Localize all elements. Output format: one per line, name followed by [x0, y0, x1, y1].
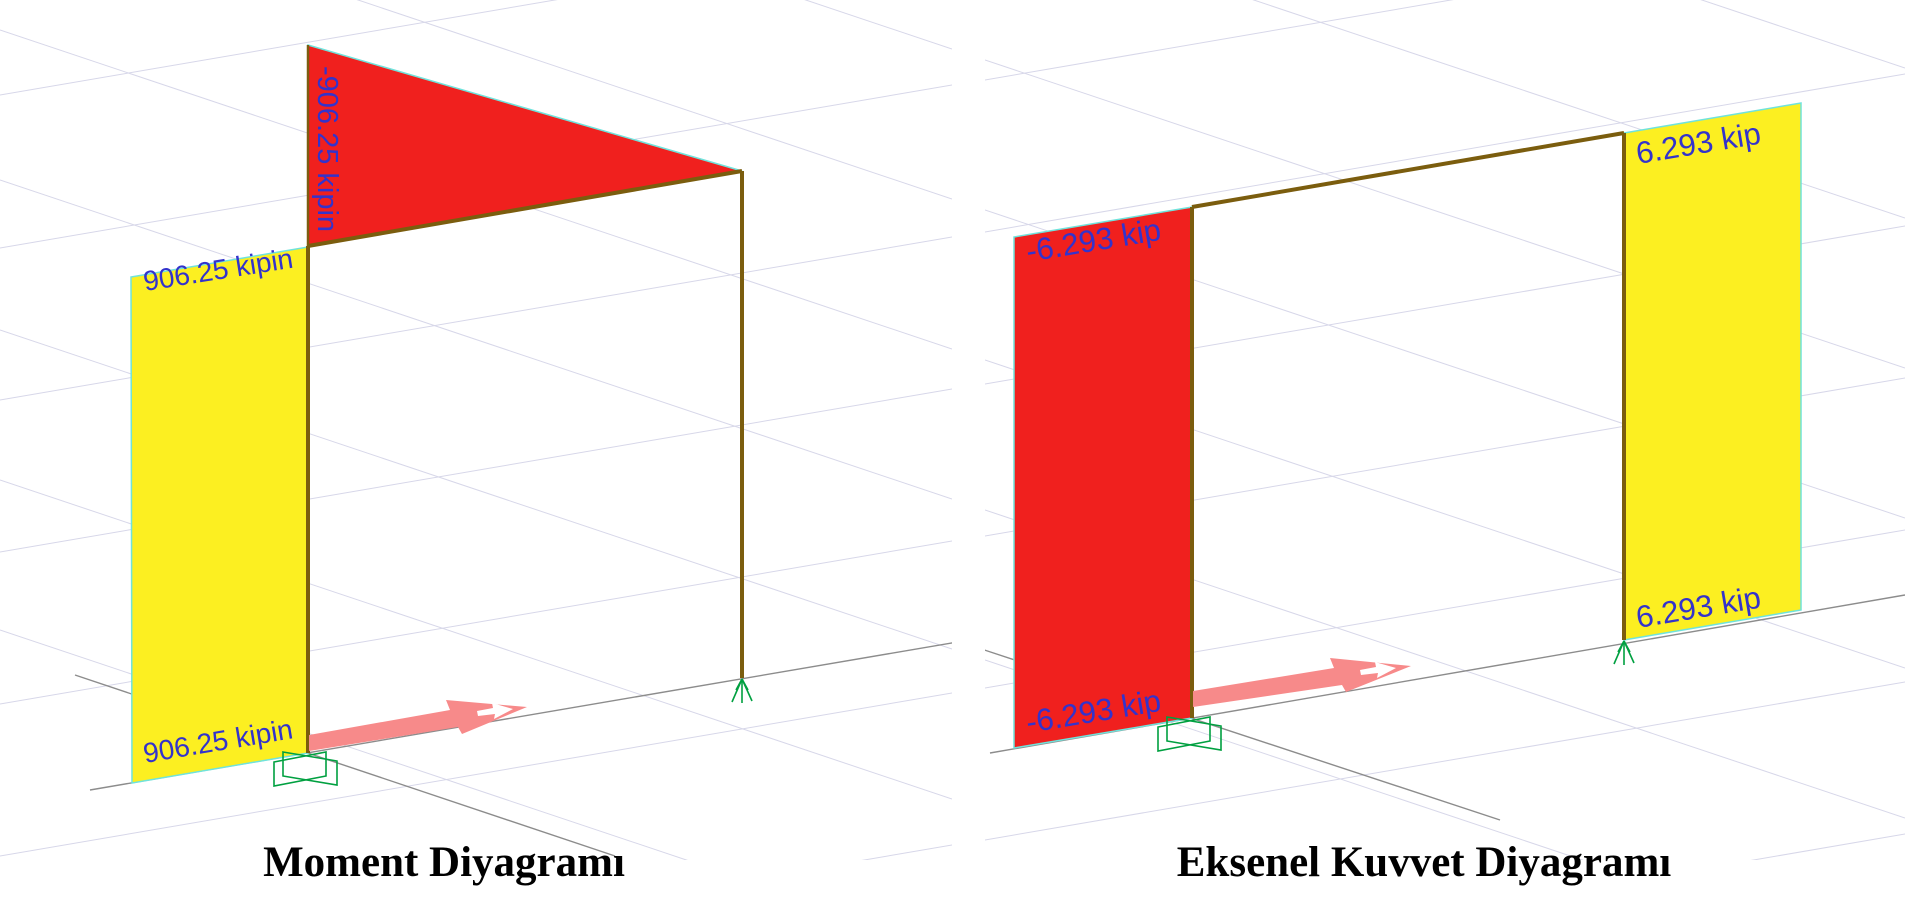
moment-diagram-caption: Moment Diyagramı [263, 839, 625, 886]
grid-line [0, 692, 952, 857]
axial-force-diagram-panel: -6.293 kip -6.293 kip 6.293 kip 6.293 ki… [985, 0, 1905, 886]
load-arrow-body [309, 700, 527, 751]
fixed-support-plate [282, 751, 338, 786]
left-column-axial-area-negative [1013, 206, 1193, 749]
beam-member [307, 169, 743, 248]
fixed-support-icon [1157, 716, 1222, 752]
grid-line [0, 179, 952, 500]
load-direction-glyph [477, 703, 513, 719]
pin-support-leg [1623, 640, 1635, 664]
beam-moment-area-negative [307, 44, 743, 247]
fixed-support-icon [273, 751, 338, 787]
pin-support-leg [1613, 640, 1625, 665]
pin-support-icon [731, 678, 753, 703]
load-arrow [309, 700, 527, 751]
grid-line [985, 681, 1905, 841]
right-column-axial-area-positive [1623, 102, 1802, 641]
column-moment-area-positive [130, 246, 309, 784]
grid-line [804, 0, 952, 50]
fixed-support-plate [1166, 716, 1222, 751]
grid-line [1700, 0, 1905, 69]
grid-line [0, 0, 558, 96]
grid-line [985, 73, 1905, 233]
axial-force-diagram-caption: Eksenel Kuvvet Diyagramı [1177, 839, 1672, 886]
fixed-support-plate [1157, 716, 1211, 752]
pin-support-icon [1613, 640, 1635, 665]
fixed-support-plate [273, 751, 327, 787]
pin-support-leg [731, 678, 743, 703]
grid-line [985, 0, 1454, 81]
pin-support-leg [741, 678, 753, 702]
load-arrow-body [1193, 658, 1411, 707]
grid-line [356, 0, 952, 200]
beam-moment-value-label: -906.25 kipin [311, 66, 343, 232]
moment-diagram-panel: -906.25 kipin 906.25 kipin 906.25 kipin … [0, 0, 952, 886]
load-direction-glyph [1360, 662, 1396, 678]
load-arrow [1193, 658, 1411, 707]
beam-member [1191, 131, 1625, 209]
